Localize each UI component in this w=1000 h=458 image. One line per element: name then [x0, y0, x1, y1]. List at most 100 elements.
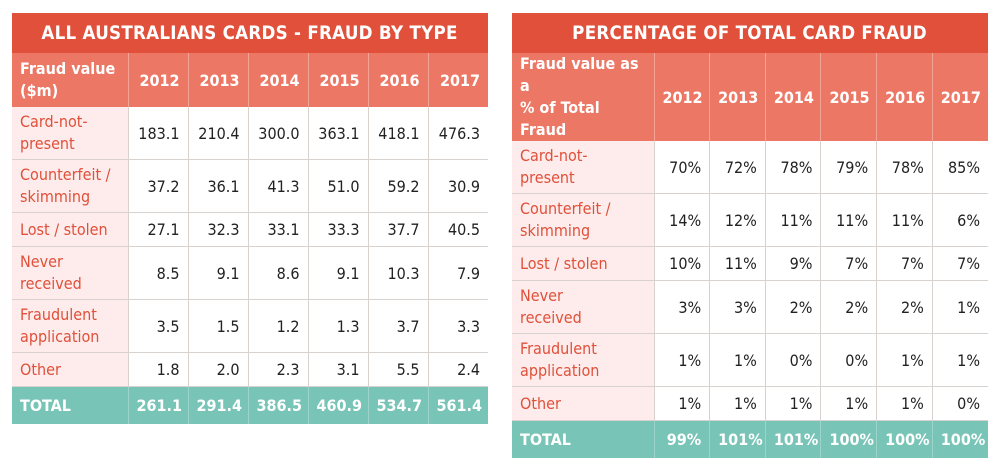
cell-value: 78%: [765, 141, 821, 194]
row-label: Lost / stolen: [512, 247, 654, 281]
header-label-line: Fraud value as a: [520, 53, 646, 97]
total-value: 101%: [710, 421, 766, 458]
cell-value: 1%: [932, 281, 988, 334]
cell-value: 37.7: [368, 213, 428, 247]
row-label: Counterfeit /skimming: [512, 194, 654, 247]
cell-value: 5.5: [368, 353, 428, 387]
cell-value: 11%: [821, 194, 877, 247]
row-label-line: Fraudulent: [520, 338, 646, 360]
cell-value: 210.4: [188, 107, 248, 160]
cell-value: 27.1: [128, 213, 188, 247]
cell-value: 3.3: [428, 300, 488, 353]
cell-value: 2%: [877, 281, 933, 334]
cell-value: 1%: [654, 334, 710, 387]
row-label-line: Fraudulent: [20, 304, 120, 326]
total-value: 100%: [877, 421, 933, 458]
row-label-line: Counterfeit /: [20, 164, 120, 186]
row-label-line: Card-not-: [520, 145, 646, 167]
cell-value: 1%: [821, 387, 877, 421]
total-value: 100%: [932, 421, 988, 458]
cell-value: 1%: [654, 387, 710, 421]
total-value: 261.1: [128, 387, 188, 425]
cell-value: 2.4: [428, 353, 488, 387]
cell-value: 0%: [932, 387, 988, 421]
cell-value: 12%: [710, 194, 766, 247]
cell-value: 1.2: [248, 300, 308, 353]
cell-value: 1%: [877, 387, 933, 421]
cell-value: 32.3: [188, 213, 248, 247]
percentage-panel: PERCENTAGE OF TOTAL CARD FRAUD Fraud val…: [512, 13, 988, 458]
header-label-line: % of Total Fraud: [520, 97, 646, 141]
cell-value: 59.2: [368, 160, 428, 213]
cell-value: 1.3: [308, 300, 368, 353]
cell-value: 11%: [710, 247, 766, 281]
year-header: 2015: [308, 53, 368, 107]
row-label-line: Card-not-: [20, 111, 120, 133]
row-label-line: Counterfeit /: [520, 198, 646, 220]
cell-value: 9.1: [188, 247, 248, 300]
year-header: 2017: [428, 53, 488, 107]
cell-value: 418.1: [368, 107, 428, 160]
year-header: 2013: [710, 53, 766, 141]
row-label-line: application: [520, 360, 646, 382]
cell-value: 10.3: [368, 247, 428, 300]
header-label-line: Fraud value: [20, 58, 120, 80]
fraud-by-type-title: ALL AUSTRALIANS CARDS - FRAUD BY TYPE: [12, 13, 488, 53]
cell-value: 0%: [821, 334, 877, 387]
cell-value: 8.6: [248, 247, 308, 300]
cell-value: 8.5: [128, 247, 188, 300]
cell-value: 6%: [932, 194, 988, 247]
cell-value: 51.0: [308, 160, 368, 213]
cell-value: 0%: [765, 334, 821, 387]
total-value: 99%: [654, 421, 710, 458]
row-label-line: received: [520, 307, 646, 329]
row-label-line: present: [520, 167, 646, 189]
cell-value: 476.3: [428, 107, 488, 160]
cell-value: 2%: [821, 281, 877, 334]
cell-value: 9%: [765, 247, 821, 281]
cell-value: 7.9: [428, 247, 488, 300]
cell-value: 14%: [654, 194, 710, 247]
year-header: 2016: [368, 53, 428, 107]
fraud-by-type-panel: ALL AUSTRALIANS CARDS - FRAUD BY TYPE Fr…: [12, 13, 488, 424]
cell-value: 3.1: [308, 353, 368, 387]
header-label-line: ($m): [20, 80, 120, 102]
cell-value: 70%: [654, 141, 710, 194]
cell-value: 2%: [765, 281, 821, 334]
cell-value: 1.5: [188, 300, 248, 353]
cell-value: 363.1: [308, 107, 368, 160]
year-header: 2017: [932, 53, 988, 141]
cell-value: 37.2: [128, 160, 188, 213]
cell-value: 9.1: [308, 247, 368, 300]
cell-value: 7%: [821, 247, 877, 281]
row-label-line: Lost / stolen: [520, 253, 646, 275]
percentage-title: PERCENTAGE OF TOTAL CARD FRAUD: [512, 13, 988, 53]
row-label-line: application: [20, 326, 120, 348]
row-label: Card-not-present: [512, 141, 654, 194]
cell-value: 3.7: [368, 300, 428, 353]
cell-value: 3%: [654, 281, 710, 334]
total-value: 534.7: [368, 387, 428, 425]
cell-value: 183.1: [128, 107, 188, 160]
cell-value: 36.1: [188, 160, 248, 213]
cell-value: 2.0: [188, 353, 248, 387]
row-label-line: Never: [520, 285, 646, 307]
year-header: 2012: [128, 53, 188, 107]
cell-value: 1%: [932, 334, 988, 387]
cell-value: 11%: [765, 194, 821, 247]
year-header: 2015: [821, 53, 877, 141]
cell-value: 79%: [821, 141, 877, 194]
cell-value: 41.3: [248, 160, 308, 213]
cell-value: 7%: [932, 247, 988, 281]
row-label: Other: [12, 353, 128, 387]
